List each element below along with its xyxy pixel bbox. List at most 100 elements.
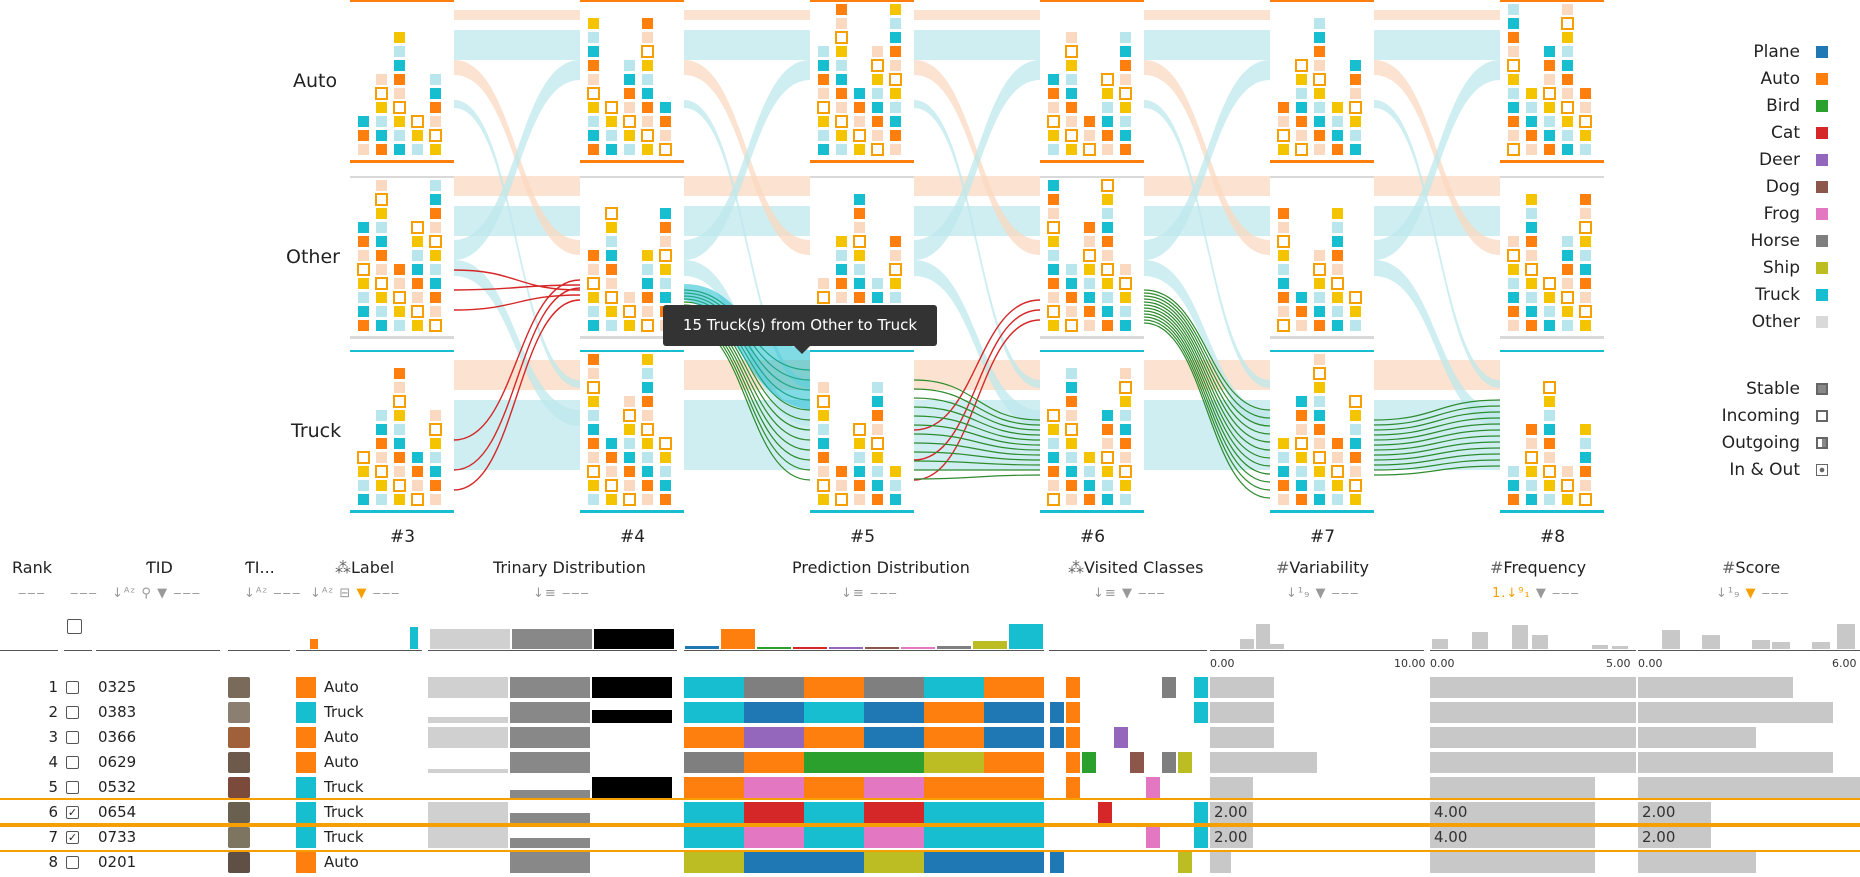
instance-glyph xyxy=(430,410,441,421)
row-checkbox[interactable]: ✓ xyxy=(66,806,79,819)
temporal-flow-visualization[interactable] xyxy=(0,0,1860,550)
visited-tools[interactable]: ↓≡ ▼ ‒‒‒ xyxy=(1093,586,1166,601)
col-header-label[interactable]: ⁂Label xyxy=(335,558,395,577)
legend-item-other[interactable]: Other xyxy=(1620,310,1850,337)
table-row[interactable]: 8 0201 Auto xyxy=(0,850,1860,875)
sort-icon[interactable]: ↓≡ xyxy=(841,586,865,601)
id-cell: 0654 xyxy=(98,803,137,821)
label-cell: Auto xyxy=(324,678,359,696)
sort-icon[interactable]: 1.↓⁹₁ xyxy=(1492,586,1531,601)
legend-item-deer[interactable]: Deer xyxy=(1620,148,1850,175)
col-header-prediction[interactable]: Prediction Distribution xyxy=(792,558,970,577)
legend-item-frog[interactable]: Frog xyxy=(1620,202,1850,229)
image-thumbnail[interactable] xyxy=(228,727,250,748)
sort-icon[interactable]: ↓ᴬᶻ xyxy=(310,586,335,601)
rank-tools[interactable]: ‒‒‒ xyxy=(18,586,46,601)
sort-icon[interactable]: ↓ᴬᶻ xyxy=(112,586,137,601)
image-thumbnail[interactable] xyxy=(228,752,250,773)
col-header-id[interactable]: ƬID xyxy=(146,558,173,577)
table-row[interactable]: 4 0629 Auto xyxy=(0,750,1860,775)
table-row[interactable]: 7 ✓ 0733 Truck 2.00 4.00 2.00 xyxy=(0,823,1860,852)
col-header-rank[interactable]: Rank xyxy=(12,558,52,577)
col-header-visited[interactable]: ⁂Visited Classes xyxy=(1068,558,1204,577)
instance-glyph xyxy=(606,264,617,275)
filter-icon[interactable]: ▼ xyxy=(1121,586,1133,601)
image-thumbnail[interactable] xyxy=(228,852,250,873)
select-all-checkbox[interactable] xyxy=(67,619,82,634)
more-icon[interactable]: ‒‒‒ xyxy=(1552,586,1580,601)
filter-icon[interactable]: ▼ xyxy=(356,586,368,601)
sort-icon[interactable]: ↓ᴬᶻ xyxy=(244,586,269,601)
band-top-line xyxy=(1270,176,1374,178)
more-icon[interactable]: ‒‒‒ xyxy=(173,586,202,601)
filter-icon[interactable]: ▼ xyxy=(1535,586,1547,601)
select-tools[interactable]: ‒‒‒ xyxy=(70,586,98,601)
image-thumbnail[interactable] xyxy=(228,827,250,848)
prediction-tools[interactable]: ↓≡ ‒‒‒ xyxy=(841,586,898,601)
filter-icon[interactable]: ▼ xyxy=(1745,586,1757,601)
sort-icon[interactable]: ↓≡ xyxy=(1093,586,1117,601)
sort-icon[interactable]: ↓¹₉ xyxy=(1286,586,1311,601)
col-header-score[interactable]: #Score xyxy=(1722,558,1781,577)
more-icon[interactable]: ‒‒‒ xyxy=(869,586,898,601)
image-thumbnail[interactable] xyxy=(228,777,250,798)
prediction-segment xyxy=(984,727,1044,748)
table-row[interactable]: 5 0532 Truck xyxy=(0,775,1860,800)
legend-item-bird[interactable]: Bird xyxy=(1620,94,1850,121)
table-row[interactable]: 6 ✓ 0654 Truck 2.00 4.00 2.00 xyxy=(0,798,1860,827)
row-checkbox[interactable] xyxy=(66,856,79,869)
variability-tools[interactable]: ↓¹₉ ▼ ‒‒‒ xyxy=(1286,586,1359,601)
id-tools[interactable]: ↓ᴬᶻ ⚲ ▼ ‒‒‒ xyxy=(112,586,201,601)
filter-icon[interactable]: ▼ xyxy=(157,586,169,601)
instance-glyph xyxy=(375,465,388,478)
frequency-tools[interactable]: 1.↓⁹₁ ▼ ‒‒‒ xyxy=(1492,586,1580,601)
legend-item-truck[interactable]: Truck xyxy=(1620,283,1850,310)
row-checkbox[interactable] xyxy=(66,731,79,744)
search-icon[interactable]: ⚲ xyxy=(141,586,152,601)
legend-item-ship[interactable]: Ship xyxy=(1620,256,1850,283)
col-header-frequency[interactable]: #Frequency xyxy=(1490,558,1587,577)
row-checkbox[interactable] xyxy=(66,681,79,694)
legend-item-auto[interactable]: Auto xyxy=(1620,67,1850,94)
legend-item-dog[interactable]: Dog xyxy=(1620,175,1850,202)
image-thumbnail[interactable] xyxy=(228,802,250,823)
image-thumbnail[interactable] xyxy=(228,702,250,723)
more-icon[interactable]: ‒‒‒ xyxy=(273,586,302,601)
col-header-image[interactable]: ƬI... xyxy=(245,558,275,577)
row-checkbox[interactable]: ✓ xyxy=(66,831,79,844)
band-top-line xyxy=(580,0,684,2)
col-header-trinary[interactable]: Trinary Distribution xyxy=(493,558,646,577)
more-icon[interactable]: ‒‒‒ xyxy=(372,586,401,601)
legend-item-cat[interactable]: Cat xyxy=(1620,121,1850,148)
instance-glyph xyxy=(375,277,388,290)
group-icon[interactable]: ⊟ xyxy=(339,586,352,601)
more-icon[interactable]: ‒‒‒ xyxy=(1761,586,1790,601)
image-thumbnail[interactable] xyxy=(228,677,250,698)
filter-icon[interactable]: ▼ xyxy=(1315,586,1327,601)
row-checkbox[interactable] xyxy=(66,756,79,769)
instance-glyph xyxy=(1579,305,1592,318)
more-icon[interactable]: ‒‒‒ xyxy=(1331,586,1360,601)
label-tools[interactable]: ↓ᴬᶻ ⊟ ▼ ‒‒‒ xyxy=(310,586,400,601)
score-tools[interactable]: ↓¹₉ ▼ ‒‒‒ xyxy=(1716,586,1789,601)
instance-glyph xyxy=(1314,46,1325,57)
label-cell: Auto xyxy=(324,853,359,871)
trinary-tools[interactable]: ↓≡ ‒‒‒ xyxy=(533,586,590,601)
table-row[interactable]: 3 0366 Auto xyxy=(0,725,1860,750)
legend-item-horse[interactable]: Horse xyxy=(1620,229,1850,256)
col-header-variability[interactable]: #Variability xyxy=(1276,558,1369,577)
table-row[interactable]: 1 0325 Auto xyxy=(0,675,1860,700)
more-icon[interactable]: ‒‒‒ xyxy=(561,586,590,601)
sort-icon[interactable]: ↓≡ xyxy=(533,586,557,601)
sort-icon[interactable]: ↓¹₉ xyxy=(1716,586,1741,601)
table-row[interactable]: 2 0383 Truck xyxy=(0,700,1860,725)
more-icon[interactable]: ‒‒‒ xyxy=(1138,586,1166,601)
instance-glyph xyxy=(376,180,387,191)
instance-glyph xyxy=(624,88,635,99)
image-tools[interactable]: ↓ᴬᶻ ‒‒‒ xyxy=(244,586,301,601)
row-checkbox[interactable] xyxy=(66,706,79,719)
legend-item-plane[interactable]: Plane xyxy=(1620,40,1850,67)
row-checkbox[interactable] xyxy=(66,781,79,794)
instance-glyph xyxy=(818,452,829,463)
instance-glyph xyxy=(1084,452,1095,463)
